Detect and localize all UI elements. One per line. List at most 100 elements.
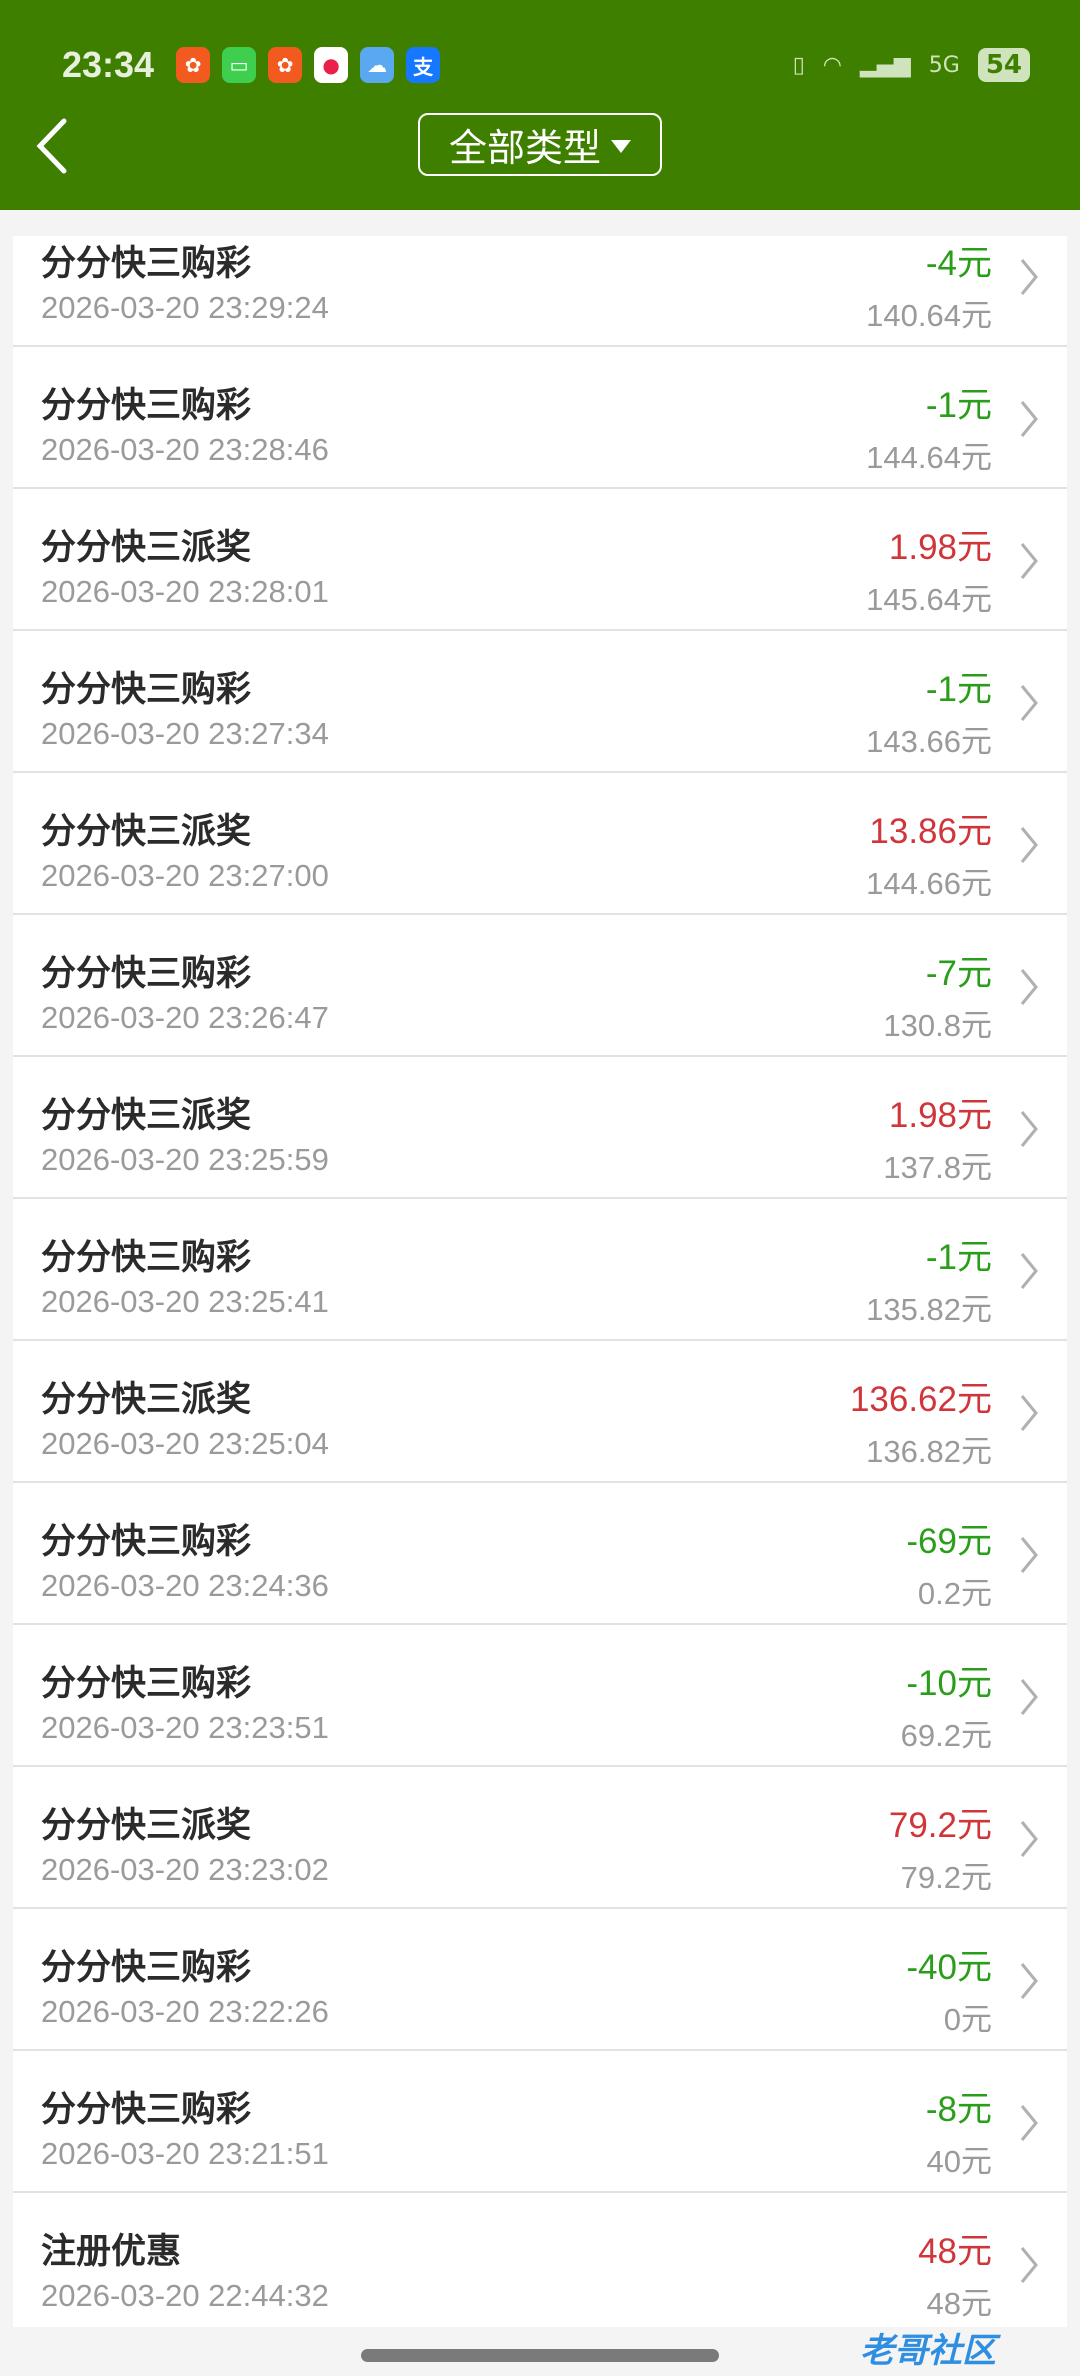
transaction-amount: -4元 — [925, 244, 992, 283]
chevron-right-icon — [1020, 827, 1038, 863]
battery-icon: 54 — [977, 48, 1030, 82]
transaction-title: 分分快三购彩 — [41, 1664, 252, 1704]
transaction-date: 2026-03-20 22:44:32 — [41, 2278, 329, 2313]
balance-after: 79.2元 — [900, 1860, 992, 1895]
transaction-amount: 48元 — [918, 2232, 992, 2271]
transaction-row[interactable]: 分分快三购彩 2026-03-20 23:22:26 -40元 0元 — [13, 1909, 1067, 2051]
transaction-row[interactable]: 分分快三购彩 2026-03-20 23:27:34 -1元 143.66元 — [13, 631, 1067, 773]
home-indicator[interactable] — [361, 2349, 719, 2362]
transaction-date: 2026-03-20 23:25:04 — [41, 1426, 329, 1461]
transaction-date: 2026-03-20 23:26:47 — [41, 1000, 329, 1035]
chevron-right-icon — [1020, 1537, 1038, 1573]
transaction-title: 分分快三购彩 — [41, 954, 252, 994]
balance-after: 130.8元 — [883, 1008, 992, 1043]
transaction-date: 2026-03-20 23:22:26 — [41, 1994, 329, 2029]
status-bar: 23:34 ✿ ▭ ✿ ● ☁ 支 ▯ ◠ ▂▄▆ 5G 54 — [62, 40, 1030, 90]
balance-after: 145.64元 — [866, 582, 992, 617]
transaction-row[interactable]: 分分快三购彩 2026-03-20 23:23:51 -10元 69.2元 — [13, 1625, 1067, 1767]
balance-after: 0.2元 — [917, 1576, 992, 1611]
transaction-amount: 79.2元 — [888, 1806, 992, 1845]
transaction-date: 2026-03-20 23:27:34 — [41, 716, 329, 751]
balance-after: 137.8元 — [883, 1150, 992, 1185]
balance-after: 69.2元 — [900, 1718, 992, 1753]
transaction-amount: 1.98元 — [888, 528, 992, 567]
transaction-row[interactable]: 分分快三派奖 2026-03-20 23:23:02 79.2元 79.2元 — [13, 1767, 1067, 1909]
transaction-row[interactable]: 分分快三派奖 2026-03-20 23:25:04 136.62元 136.8… — [13, 1341, 1067, 1483]
transaction-title: 分分快三购彩 — [41, 2090, 252, 2130]
balance-after: 40元 — [926, 2144, 992, 2179]
signal-icon: ▂▄▆ — [860, 52, 911, 78]
balance-after: 144.66元 — [866, 866, 992, 901]
back-chevron-icon[interactable] — [34, 118, 68, 174]
transaction-date: 2026-03-20 23:29:24 — [41, 290, 329, 325]
transaction-date: 2026-03-20 23:25:59 — [41, 1142, 329, 1177]
chevron-right-icon — [1020, 685, 1038, 721]
transaction-date: 2026-03-20 23:27:00 — [41, 858, 329, 893]
balance-after: 143.66元 — [866, 724, 992, 759]
chevron-right-icon — [1020, 969, 1038, 1005]
chevron-right-icon — [1020, 1253, 1038, 1289]
transaction-amount: -7元 — [925, 954, 992, 993]
transaction-amount: 136.62元 — [849, 1380, 992, 1419]
transaction-amount: -8元 — [925, 2090, 992, 2129]
transaction-row[interactable]: 分分快三购彩 2026-03-20 23:28:46 -1元 144.64元 — [13, 347, 1067, 489]
transaction-date: 2026-03-20 23:24:36 — [41, 1568, 329, 1603]
transaction-date: 2026-03-20 23:23:51 — [41, 1710, 329, 1745]
network-type: 5G — [928, 52, 960, 78]
transaction-row[interactable]: 分分快三购彩 2026-03-20 23:21:51 -8元 40元 — [13, 2051, 1067, 2193]
type-filter-dropdown[interactable]: 全部类型 — [418, 113, 662, 176]
transaction-row[interactable]: 分分快三派奖 2026-03-20 23:28:01 1.98元 145.64元 — [13, 489, 1067, 631]
transaction-date: 2026-03-20 23:25:41 — [41, 1284, 329, 1319]
transaction-row[interactable]: 分分快三派奖 2026-03-20 23:25:59 1.98元 137.8元 — [13, 1057, 1067, 1199]
chevron-right-icon — [1020, 2247, 1038, 2283]
app-header: 23:34 ✿ ▭ ✿ ● ☁ 支 ▯ ◠ ▂▄▆ 5G 54 全部类型 — [0, 0, 1080, 210]
transaction-amount: 13.86元 — [869, 812, 992, 851]
transaction-title: 分分快三派奖 — [41, 1380, 252, 1420]
transaction-row[interactable]: 分分快三购彩 2026-03-20 23:26:47 -7元 130.8元 — [13, 915, 1067, 1057]
app-notification-icon: ✿ — [176, 47, 211, 83]
balance-after: 144.64元 — [866, 440, 992, 475]
notification-icons: ✿ ▭ ✿ ● ☁ 支 — [176, 47, 441, 83]
transaction-amount: -1元 — [925, 1238, 992, 1277]
app-notification-icon: ✿ — [268, 47, 303, 83]
transaction-amount: 1.98元 — [888, 1096, 992, 1135]
watermark-logo: 老哥社区 — [860, 2331, 996, 2371]
status-time: 23:34 — [62, 44, 155, 85]
wifi-icon: ◠ — [822, 52, 842, 78]
transaction-title: 注册优惠 — [41, 2232, 182, 2272]
filter-label: 全部类型 — [448, 126, 601, 170]
chevron-right-icon — [1020, 401, 1038, 437]
transaction-date: 2026-03-20 23:28:46 — [41, 432, 329, 467]
alipay-icon: 支 — [406, 47, 441, 83]
transaction-row[interactable]: 分分快三购彩 2026-03-20 23:25:41 -1元 135.82元 — [13, 1199, 1067, 1341]
transaction-row[interactable]: 分分快三派奖 2026-03-20 23:27:00 13.86元 144.66… — [13, 773, 1067, 915]
message-icon: ▭ — [222, 47, 257, 83]
vibrate-icon: ▯ — [792, 52, 805, 78]
caret-down-icon — [611, 140, 631, 153]
chevron-right-icon — [1020, 1963, 1038, 1999]
transaction-title: 分分快三购彩 — [41, 386, 252, 426]
transaction-date: 2026-03-20 23:28:01 — [41, 574, 329, 609]
transaction-row[interactable]: 分分快三购彩 2026-03-20 23:29:24 -4元 140.64元 — [13, 236, 1067, 347]
balance-after: 135.82元 — [866, 1292, 992, 1327]
balance-after: 136.82元 — [866, 1434, 992, 1469]
transaction-title: 分分快三派奖 — [41, 1806, 252, 1846]
system-icons: ▯ ◠ ▂▄▆ 5G 54 — [793, 48, 1030, 82]
transaction-title: 分分快三购彩 — [41, 244, 252, 284]
transaction-list[interactable]: 分分快三购彩 2026-03-20 23:29:24 -4元 140.64元 分… — [13, 236, 1067, 2327]
video-app-icon: ● — [314, 47, 349, 83]
transaction-title: 分分快三派奖 — [41, 812, 252, 852]
chevron-right-icon — [1020, 1821, 1038, 1857]
transaction-row[interactable]: 分分快三购彩 2026-03-20 23:24:36 -69元 0.2元 — [13, 1483, 1067, 1625]
transaction-date: 2026-03-20 23:21:51 — [41, 2136, 329, 2171]
transaction-row[interactable]: 注册优惠 2026-03-20 22:44:32 48元 48元 — [13, 2193, 1067, 2327]
transaction-title: 分分快三购彩 — [41, 1238, 252, 1278]
balance-after: 0元 — [943, 2002, 992, 2037]
balance-after: 48元 — [926, 2286, 992, 2321]
transaction-title: 分分快三购彩 — [41, 1522, 252, 1562]
chevron-right-icon — [1020, 1111, 1038, 1147]
chevron-right-icon — [1020, 2105, 1038, 2141]
transaction-amount: -1元 — [925, 386, 992, 425]
transaction-amount: -69元 — [906, 1522, 992, 1561]
transaction-amount: -1元 — [925, 670, 992, 709]
